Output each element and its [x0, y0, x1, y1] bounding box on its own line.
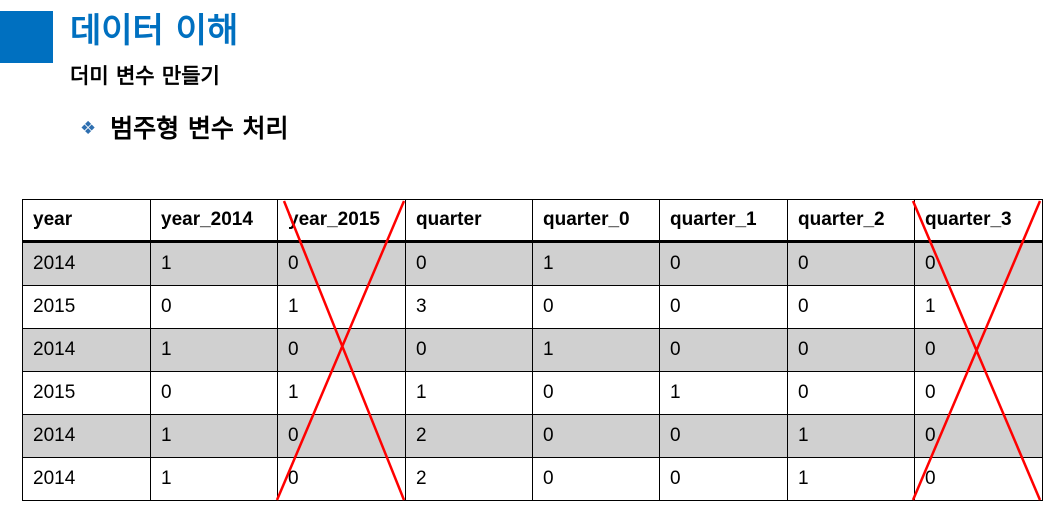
table-cell: 2014: [22, 241, 151, 286]
table-cell: 1: [532, 328, 660, 372]
table-cell: 0: [532, 457, 660, 501]
table-cell: 1: [914, 285, 1043, 329]
column-header: year: [22, 199, 151, 243]
table-cell: 2014: [22, 414, 151, 458]
column-header: quarter_0: [532, 199, 660, 243]
table-row: 2014 1 0 0 1 0 0 0: [22, 241, 1043, 286]
column-header: quarter_1: [659, 199, 788, 243]
table-cell: 1: [150, 414, 278, 458]
table-cell: 0: [405, 241, 533, 286]
table-cell: 1: [150, 457, 278, 501]
column-header: year_2015: [277, 199, 406, 243]
table-cell: 1: [150, 328, 278, 372]
table-header-row: year year_2014 year_2015 quarter quarter…: [22, 199, 1043, 243]
table-row: 2014 1 0 2 0 0 1 0: [22, 457, 1043, 501]
table-cell: 2015: [22, 371, 151, 415]
table-cell: 1: [405, 371, 533, 415]
title-accent-block: [0, 11, 53, 63]
dummy-variable-table: year year_2014 year_2015 quarter quarter…: [22, 199, 1043, 501]
table-cell: 0: [150, 371, 278, 415]
page-title: 데이터 이해: [70, 11, 239, 51]
column-header: year_2014: [150, 199, 278, 243]
table-cell: 0: [532, 414, 660, 458]
table-cell: 0: [277, 414, 406, 458]
table-cell: 0: [914, 457, 1043, 501]
table-cell: 2: [405, 414, 533, 458]
section-heading: 범주형 변수 처리: [110, 114, 289, 143]
table-cell: 2014: [22, 328, 151, 372]
table-cell: 1: [659, 371, 788, 415]
table-cell: 0: [914, 371, 1043, 415]
table-cell: 0: [405, 328, 533, 372]
table-cell: 0: [914, 241, 1043, 286]
table-cell: 0: [787, 241, 915, 286]
table-row: 2015 0 1 3 0 0 0 1: [22, 285, 1043, 329]
table-row: 2015 0 1 1 0 1 0 0: [22, 371, 1043, 415]
table-cell: 0: [532, 285, 660, 329]
table-cell: 3: [405, 285, 533, 329]
diamond-bullet-icon: ❖: [80, 118, 97, 139]
table-cell: 0: [787, 371, 915, 415]
table-cell: 1: [787, 414, 915, 458]
table-cell: 0: [659, 328, 788, 372]
table-cell: 0: [532, 371, 660, 415]
table-cell: 0: [150, 285, 278, 329]
table-row: 2014 1 0 2 0 0 1 0: [22, 414, 1043, 458]
table-cell: 1: [277, 371, 406, 415]
table-cell: 1: [787, 457, 915, 501]
table-cell: 0: [659, 241, 788, 286]
table-cell: 0: [914, 414, 1043, 458]
table-cell: 1: [150, 241, 278, 286]
dummy-variable-table-container: year year_2014 year_2015 quarter quarter…: [22, 199, 1043, 501]
table-cell: 0: [659, 414, 788, 458]
column-header: quarter_3: [914, 199, 1043, 243]
table-cell: 0: [787, 328, 915, 372]
table-cell: 0: [659, 457, 788, 501]
table-cell: 1: [277, 285, 406, 329]
table-cell: 2015: [22, 285, 151, 329]
table-cell: 0: [277, 457, 406, 501]
table-cell: 0: [914, 328, 1043, 372]
table-cell: 2: [405, 457, 533, 501]
table-cell: 2014: [22, 457, 151, 501]
table-cell: 0: [659, 285, 788, 329]
table-row: 2014 1 0 0 1 0 0 0: [22, 328, 1043, 372]
table-cell: 0: [277, 328, 406, 372]
column-header: quarter: [405, 199, 533, 243]
section-heading-row: ❖ 범주형 변수 처리: [80, 113, 289, 145]
table-cell: 0: [787, 285, 915, 329]
column-header: quarter_2: [787, 199, 915, 243]
table-cell: 0: [277, 241, 406, 286]
page-subtitle: 더미 변수 만들기: [70, 64, 220, 88]
table-cell: 1: [532, 241, 660, 286]
